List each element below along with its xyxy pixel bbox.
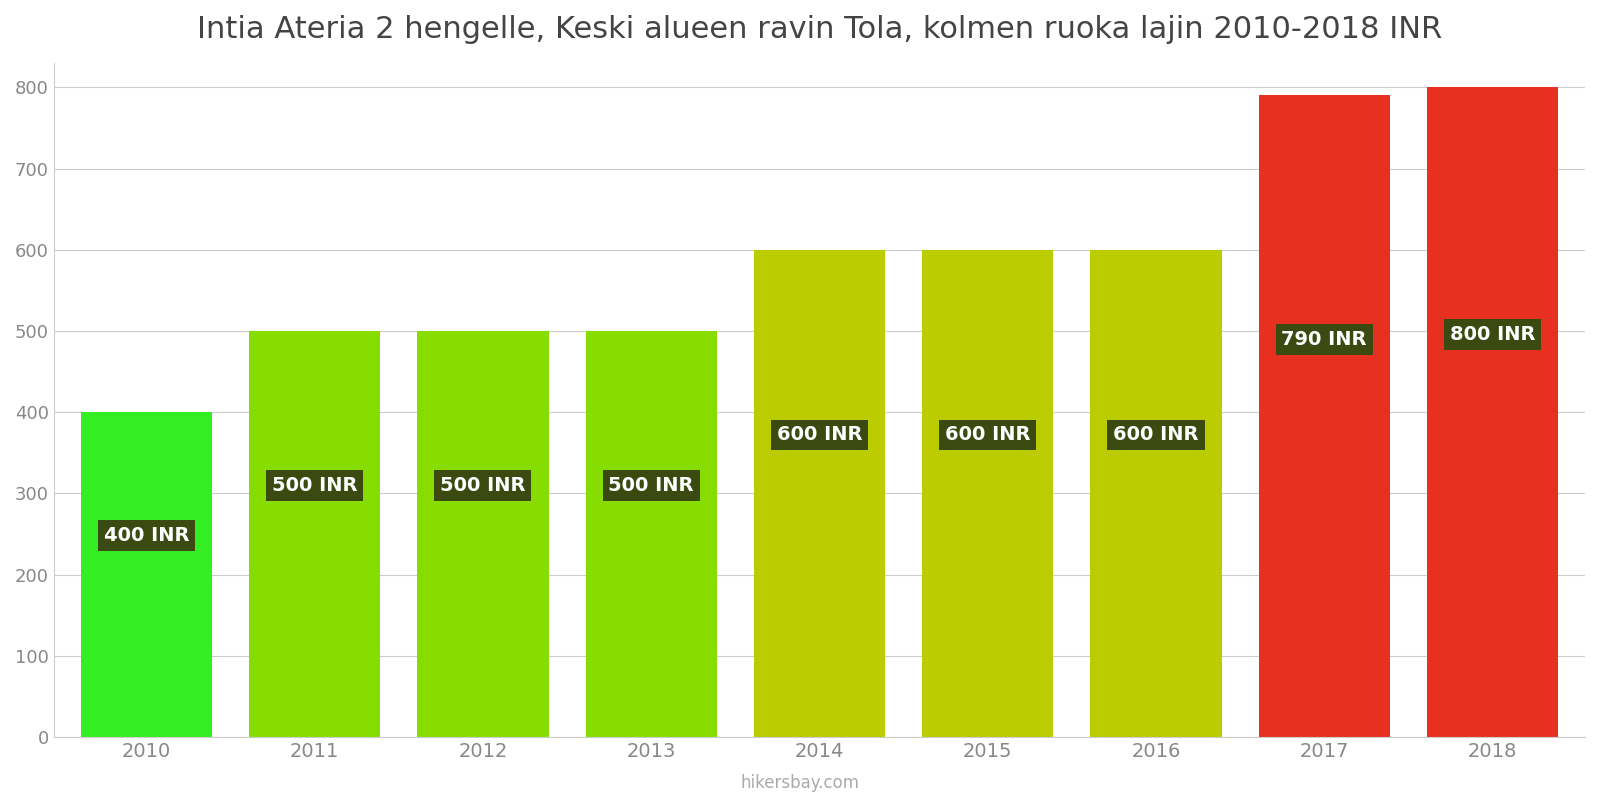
Bar (1427, 87, 1558, 737)
Text: hikersbay.com: hikersbay.com (741, 774, 859, 792)
Bar (250, 331, 381, 737)
Text: 600 INR: 600 INR (776, 426, 862, 445)
Bar (418, 331, 549, 737)
Bar (80, 412, 213, 737)
Text: 600 INR: 600 INR (1114, 426, 1198, 445)
Text: 790 INR: 790 INR (1282, 330, 1366, 349)
Text: 400 INR: 400 INR (104, 526, 189, 546)
Text: 800 INR: 800 INR (1450, 325, 1536, 344)
Bar (754, 250, 885, 737)
Bar (1090, 250, 1221, 737)
Title: Intia Ateria 2 hengelle, Keski alueen ravin Tola, kolmen ruoka lajin 2010-2018 I: Intia Ateria 2 hengelle, Keski alueen ra… (197, 15, 1442, 44)
Text: 600 INR: 600 INR (946, 426, 1030, 445)
Bar (1259, 95, 1390, 737)
Bar (586, 331, 717, 737)
Text: 500 INR: 500 INR (440, 476, 526, 495)
Text: 500 INR: 500 INR (608, 476, 694, 495)
Bar (922, 250, 1053, 737)
Text: 500 INR: 500 INR (272, 476, 357, 495)
